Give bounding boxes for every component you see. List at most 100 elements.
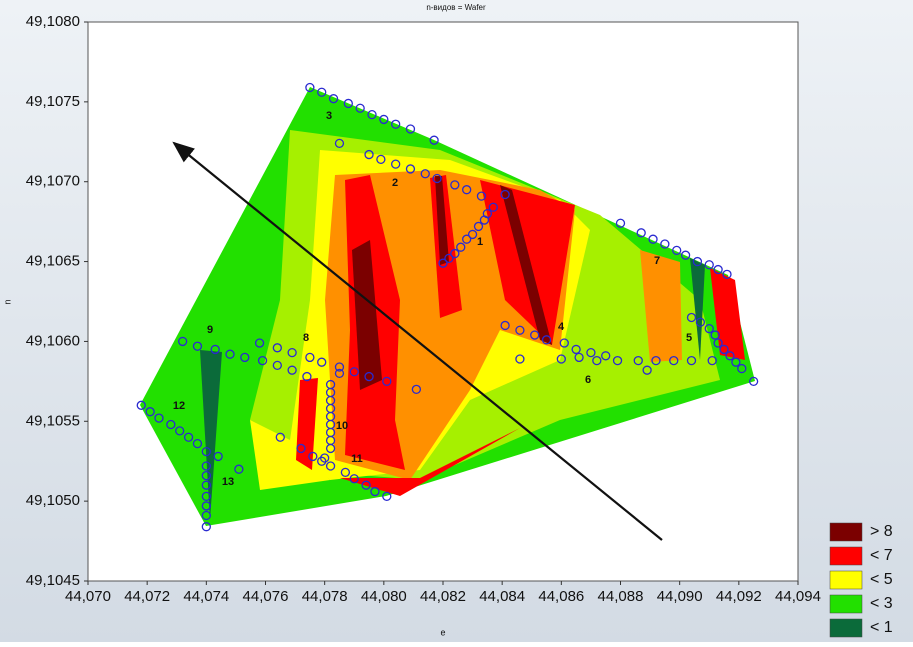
sample-point — [234, 464, 244, 474]
sample-point — [334, 362, 345, 372]
sample-point — [210, 344, 220, 355]
sample-point — [722, 269, 732, 279]
sample-point — [515, 325, 525, 335]
sample-point — [586, 347, 596, 358]
sample-point — [672, 245, 682, 256]
y-tick-label: 49,1070 — [26, 173, 80, 190]
x-tick-label: 44,076 — [243, 588, 289, 605]
sample-point — [500, 189, 510, 200]
sample-point — [308, 451, 318, 462]
sample-point — [145, 407, 155, 417]
sample-point — [669, 355, 679, 366]
sample-point — [615, 218, 626, 228]
sample-point — [175, 426, 185, 436]
sample-point — [257, 355, 268, 366]
sample-point — [201, 480, 211, 490]
contour-fill — [140, 87, 755, 526]
y-tick-label: 49,1080 — [26, 13, 80, 30]
sample-point — [405, 164, 416, 174]
sample-point — [382, 376, 392, 387]
sample-point — [479, 215, 490, 225]
sample-point — [287, 365, 297, 375]
sample-point — [305, 82, 315, 93]
annotation: 9 — [207, 324, 213, 336]
y-tick-label: 49,1050 — [26, 492, 80, 509]
y-tick-label: 49,1055 — [26, 412, 80, 429]
sample-point — [692, 256, 703, 267]
x-tick-label: 44,084 — [479, 588, 525, 605]
annotation: 5 — [686, 332, 692, 344]
x-tick-label: 44,074 — [183, 588, 229, 605]
sample-point — [530, 330, 540, 340]
y-tick-label: 49,1075 — [26, 93, 80, 110]
sample-point — [201, 461, 211, 471]
y-tick-label: 49,1060 — [26, 332, 80, 349]
sample-point — [695, 317, 706, 327]
sample-point — [707, 355, 717, 366]
sample-point — [450, 180, 460, 190]
sample-point — [748, 376, 759, 387]
sample-point — [349, 367, 359, 377]
sample-point — [240, 352, 250, 363]
x-tick-label: 44,086 — [538, 588, 584, 605]
sample-point — [571, 344, 581, 355]
sample-point — [541, 335, 552, 345]
sample-point — [515, 354, 525, 364]
annotation: 4 — [558, 321, 565, 333]
sample-point — [488, 202, 498, 212]
annotation: 1 — [477, 236, 483, 248]
sample-point — [642, 365, 652, 375]
legend-swatch — [829, 594, 863, 614]
sample-point — [367, 109, 377, 120]
sample-point — [201, 501, 211, 511]
sample-point — [178, 336, 188, 347]
sample-point — [686, 355, 697, 366]
sample-point — [201, 446, 211, 457]
sample-point — [317, 357, 327, 367]
sample-point — [500, 320, 510, 331]
annotation: 12 — [173, 400, 185, 412]
annotation: 3 — [326, 110, 332, 122]
sample-point — [710, 330, 720, 340]
legend-swatch — [829, 546, 863, 566]
annotation: 11 — [351, 453, 363, 465]
sample-point — [731, 357, 741, 367]
y-tick-label: 49,1065 — [26, 253, 80, 270]
sample-point — [343, 98, 353, 109]
sample-point — [391, 119, 401, 129]
sample-point — [379, 114, 389, 125]
sample-point — [411, 384, 422, 394]
sample-point — [192, 341, 203, 351]
sample-point — [636, 228, 646, 238]
annotation: 6 — [585, 374, 591, 386]
sample-point — [201, 491, 211, 502]
annotation: 13 — [222, 476, 234, 488]
legend-swatch — [829, 522, 863, 542]
sample-point — [272, 343, 282, 353]
sample-point — [302, 371, 312, 382]
sample-point — [275, 432, 285, 442]
y-tick-label: 49,1045 — [26, 572, 80, 589]
y-axis-label: n — [2, 299, 12, 304]
sample-point — [192, 438, 203, 449]
sample-point — [154, 413, 164, 423]
sample-point — [612, 355, 623, 366]
sample-point — [340, 467, 351, 478]
sample-point — [272, 360, 282, 371]
x-tick-label: 44,082 — [420, 588, 466, 605]
sample-point — [213, 451, 223, 462]
sample-point — [305, 352, 315, 363]
sample-point — [325, 461, 336, 471]
sample-point — [364, 371, 374, 382]
x-tick-label: 44,080 — [361, 588, 407, 605]
sample-point — [574, 352, 584, 363]
sample-point — [364, 149, 374, 160]
annotation: 10 — [336, 420, 348, 432]
sample-point — [476, 191, 487, 201]
sample-point — [320, 453, 330, 463]
sample-point — [462, 185, 472, 195]
sample-point — [355, 103, 365, 113]
sample-point — [713, 264, 723, 275]
sample-point — [225, 349, 235, 359]
x-tick-label: 44,078 — [302, 588, 348, 605]
